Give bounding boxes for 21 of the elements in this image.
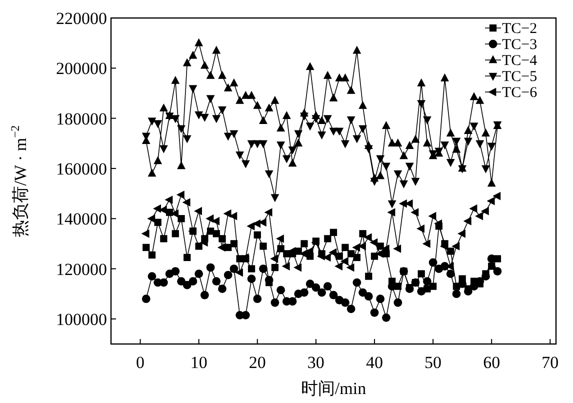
y-tick-label: 180000 — [56, 109, 107, 128]
y-tick-label: 220000 — [56, 9, 107, 28]
legend-label: TC−3 — [502, 37, 538, 53]
legend-label: TC−6 — [502, 85, 538, 101]
x-tick-label: 30 — [307, 353, 324, 372]
x-tick-label: 50 — [424, 353, 442, 372]
x-tick-label: 70 — [542, 353, 559, 372]
legend-label: TC−5 — [502, 69, 538, 85]
y-tick-label: 140000 — [56, 210, 107, 229]
y-tick-label: 200000 — [56, 59, 107, 78]
x-tick-label: 60 — [483, 353, 500, 372]
y-tick-label: 120000 — [56, 260, 107, 279]
x-tick-label: 40 — [366, 353, 383, 372]
x-tick-label: 20 — [248, 353, 266, 372]
x-axis-title: 时间/min — [300, 379, 367, 398]
legend-label: TC−2 — [502, 21, 538, 37]
x-tick-label: 10 — [190, 353, 208, 372]
legend-label: TC−4 — [502, 53, 538, 69]
y-tick-label: 100000 — [56, 310, 107, 329]
x-tick-label: 0 — [136, 353, 145, 372]
y-tick-label: 160000 — [56, 159, 107, 178]
